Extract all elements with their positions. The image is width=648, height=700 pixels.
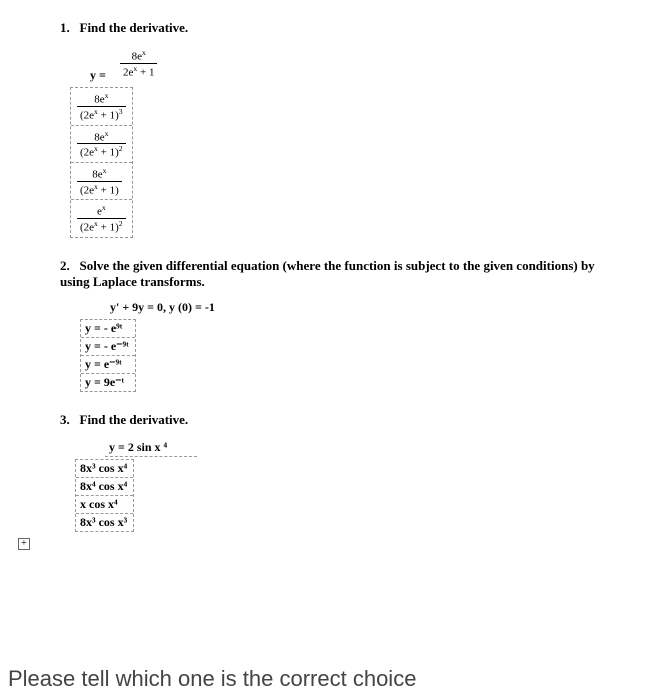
q2-options: y = - e⁹ᵗ y = - e⁻⁹ᵗ y = e⁻⁹ᵗ y = 9e⁻ᵗ xyxy=(80,319,136,392)
opt-tail: + 1) xyxy=(98,184,119,196)
q3-number: 3. xyxy=(60,412,70,427)
q3-block: 3. Find the derivative. y = 2 sin x ⁴ 8x… xyxy=(60,412,608,532)
q1-option[interactable]: ex (2ex + 1)2 xyxy=(71,200,132,236)
q1-den: 2e xyxy=(123,66,133,78)
q1-fraction: 8ex 2ex + 1 xyxy=(120,48,157,78)
q1-options: 8ex (2ex + 1)3 8ex (2ex + 1)2 8ex (2ex +… xyxy=(70,87,133,237)
q2-option[interactable]: y = 9e⁻ᵗ xyxy=(81,374,135,391)
q3-title: Find the derivative. xyxy=(80,412,189,427)
q3-equation: y = 2 sin x ⁴ xyxy=(105,440,197,457)
q1-number: 1. xyxy=(60,20,70,35)
opt-sup: x xyxy=(103,166,107,175)
expand-icon[interactable]: + xyxy=(18,538,30,550)
q2-option[interactable]: y = e⁻⁹ᵗ xyxy=(81,356,135,374)
q2-block: 2. Solve the given differential equation… xyxy=(60,258,608,392)
q2-option[interactable]: y = - e⁹ᵗ xyxy=(81,320,135,338)
opt-den: (2e xyxy=(80,110,94,122)
opt-tail: + 1) xyxy=(98,110,119,122)
opt-tail: + 1) xyxy=(98,147,119,159)
opt-num: 8e xyxy=(94,94,104,106)
q3-header: 3. Find the derivative. xyxy=(60,412,608,428)
q1-title: Find the derivative. xyxy=(80,20,189,35)
opt-pow: 3 xyxy=(119,107,123,116)
footer-instruction: Please tell which one is the correct cho… xyxy=(8,666,416,692)
q1-num: 8e xyxy=(132,51,142,63)
q1-header: 1. Find the derivative. xyxy=(60,20,608,36)
q3-option[interactable]: 8x⁴ cos x⁴ xyxy=(76,478,133,496)
opt-pow: 2 xyxy=(119,219,123,228)
opt-sup: x xyxy=(102,203,106,212)
opt-num: 8e xyxy=(94,131,104,143)
q2-header: 2. Solve the given differential equation… xyxy=(60,258,608,290)
q3-options: 8x³ cos x⁴ 8x⁴ cos x⁴ x cos x⁴ 8x³ cos x… xyxy=(75,459,134,532)
opt-den: (2e xyxy=(80,222,94,234)
q3-option[interactable]: 8x³ cos x⁴ xyxy=(76,460,133,478)
opt-sup: x xyxy=(105,129,109,138)
q1-num-sup: x xyxy=(142,48,146,57)
page-content: 1. Find the derivative. 8ex 2ex + 1 y = … xyxy=(0,0,648,532)
opt-pow: 2 xyxy=(119,144,123,153)
q1-y-eq: y = xyxy=(90,68,608,83)
opt-den: (2e xyxy=(80,184,94,196)
q2-title: Solve the given differential equation (w… xyxy=(60,258,595,289)
q3-option[interactable]: 8x³ cos x³ xyxy=(76,514,133,531)
q2-equation: y' + 9y = 0, y (0) = -1 xyxy=(110,300,608,315)
q1-option[interactable]: 8ex (2ex + 1)3 xyxy=(71,88,132,125)
opt-den: (2e xyxy=(80,147,94,159)
q1-den-tail: + 1 xyxy=(137,66,154,78)
q1-option[interactable]: 8ex (2ex + 1)2 xyxy=(71,126,132,163)
q1-option[interactable]: 8ex (2ex + 1) xyxy=(71,163,132,200)
opt-num: 8e xyxy=(92,169,102,181)
q2-option[interactable]: y = - e⁻⁹ᵗ xyxy=(81,338,135,356)
q2-number: 2. xyxy=(60,258,70,273)
q3-option[interactable]: x cos x⁴ xyxy=(76,496,133,514)
opt-sup: x xyxy=(105,91,109,100)
opt-tail: + 1) xyxy=(98,222,119,234)
